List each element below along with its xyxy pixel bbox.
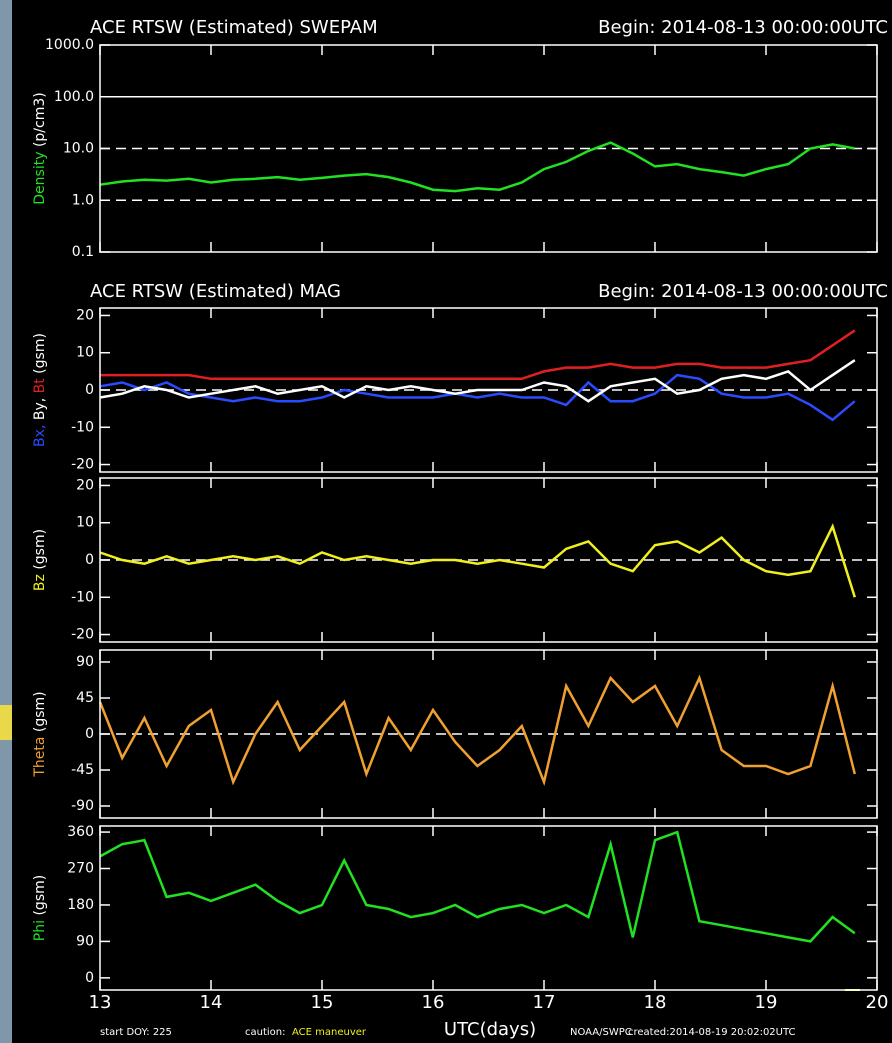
series-line: [99, 141, 856, 193]
y-label-unit: (gsm): [32, 529, 48, 570]
y-tick-label: 1000.0: [45, 37, 94, 53]
x-tick-label: 18: [644, 992, 667, 1013]
series-line: [99, 523, 856, 598]
y-tick-label: 360: [67, 824, 94, 840]
y-tick-label: 45: [76, 690, 94, 706]
y-tick-label: 0: [85, 726, 94, 742]
y-tick-label: 100.0: [54, 89, 94, 105]
plot-frame: [99, 44, 878, 253]
y-tick-label: 90: [76, 654, 94, 670]
y-axis-label: Phi (gsm): [32, 875, 48, 941]
footer-note: ACE maneuver: [292, 1027, 367, 1038]
series-line: [98, 674, 857, 787]
y-label-unit: (gsm): [32, 333, 48, 374]
panel-title: ACE RTSW (Estimated) SWEPAM: [90, 17, 378, 38]
y-tick-label: 20: [76, 477, 94, 493]
y-axis-label: Density (p/cm3): [32, 92, 48, 204]
plot-frame: [99, 477, 878, 643]
y-label-unit: (gsm): [32, 691, 48, 732]
y-label-series: Density: [32, 152, 48, 205]
x-axis-label: UTC(days): [444, 1019, 536, 1040]
y-label-series: Phi: [32, 920, 48, 941]
side-strip: [0, 0, 12, 1043]
y-label-unit: (gsm): [32, 875, 48, 916]
panel-subtitle: Begin: 2014-08-13 00:00:00UTC: [598, 17, 888, 38]
y-tick-label: -90: [71, 798, 94, 814]
x-tick-label: 13: [89, 992, 112, 1013]
footer-source: NOAA/SWPC: [570, 1027, 632, 1038]
y-tick-label: 10: [76, 515, 94, 531]
x-tick-label: 16: [422, 992, 445, 1013]
panel-title: ACE RTSW (Estimated) MAG: [90, 281, 341, 302]
series-line: [99, 359, 856, 403]
y-label-series: Bt: [32, 378, 48, 394]
y-tick-label: 0: [85, 382, 94, 398]
footer-created: created:2014-08-19 20:02:02UTC: [628, 1027, 796, 1038]
y-tick-label: 0.1: [72, 244, 94, 260]
series-line: [99, 830, 856, 943]
y-tick-label: 270: [67, 861, 94, 877]
y-label-series: Bx,: [32, 425, 48, 447]
y-label-unit: (p/cm3): [32, 92, 48, 147]
panel-subtitle: Begin: 2014-08-13 00:00:00UTC: [598, 281, 888, 302]
plot-frame: [99, 825, 878, 991]
series-line: [100, 329, 856, 381]
y-label-series: By,: [32, 398, 48, 420]
y-tick-label: 10.0: [63, 141, 94, 157]
y-axis-label: Bx, By, Bt (gsm): [32, 333, 48, 447]
y-tick-label: -20: [71, 627, 94, 643]
y-axis-label: Theta (gsm): [32, 691, 48, 777]
x-tick-label: 14: [200, 992, 223, 1013]
x-tick-label: 15: [311, 992, 334, 1013]
plot-frame: [99, 307, 878, 473]
plot-frame: [99, 649, 878, 819]
y-tick-label: 90: [76, 933, 94, 949]
y-tick-label: -10: [71, 589, 94, 605]
y-tick-label: 10: [76, 345, 94, 361]
footer-start: start DOY: 225: [100, 1027, 172, 1038]
y-label-series: Bz: [32, 574, 48, 591]
y-tick-label: 0: [85, 552, 94, 568]
side-strip-highlight: [0, 705, 12, 740]
y-tick-label: 1.0: [72, 192, 94, 208]
x-tick-label: 20: [866, 992, 889, 1013]
y-tick-label: -20: [71, 457, 94, 473]
y-label-series: Theta: [32, 737, 48, 778]
y-tick-label: 180: [67, 897, 94, 913]
footer-caution: caution:: [245, 1027, 286, 1038]
y-tick-label: -45: [71, 762, 94, 778]
y-tick-label: 0: [85, 970, 94, 986]
y-axis-label: Bz (gsm): [32, 529, 48, 591]
y-tick-label: 20: [76, 307, 94, 323]
series-line: [99, 373, 856, 422]
x-tick-label: 17: [533, 992, 556, 1013]
x-tick-label: 19: [755, 992, 778, 1013]
y-tick-label: -10: [71, 419, 94, 435]
